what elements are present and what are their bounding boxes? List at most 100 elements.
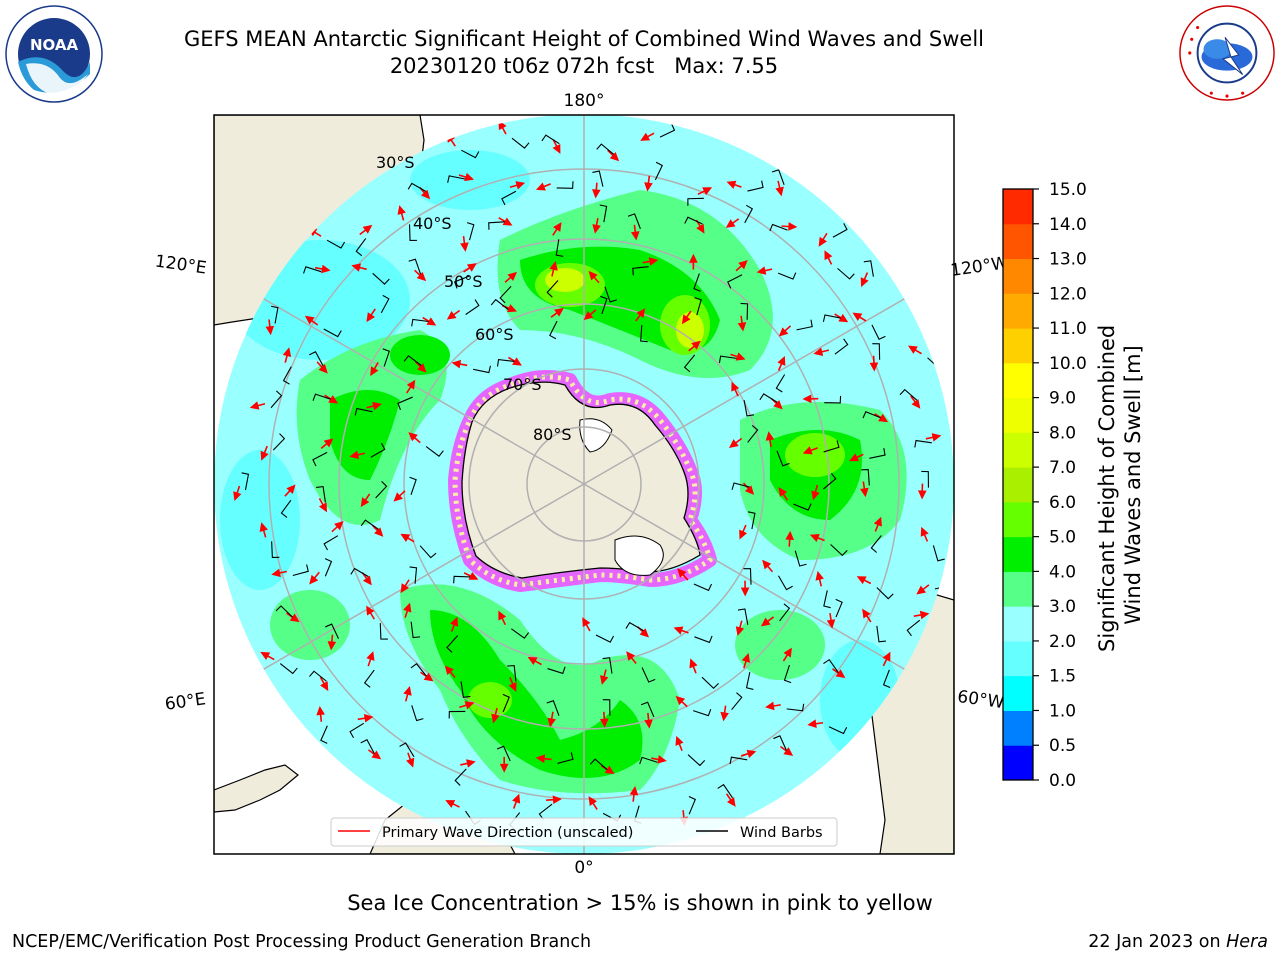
wind-barb: [737, 608, 749, 625]
wind-barb: [876, 625, 886, 643]
wind-barb: [687, 754, 706, 767]
wind-barb: [823, 590, 831, 609]
wind-barb: [309, 670, 327, 682]
wind-barb: [627, 213, 641, 230]
wind-barb: [731, 692, 743, 711]
wind-barb: [379, 623, 388, 640]
wave-direction-arrow: [450, 616, 459, 632]
wind-barb: [604, 286, 617, 303]
colorbar-tick-label: 1.0: [1049, 701, 1076, 721]
wave-direction-arrow: [512, 793, 521, 809]
wave-direction-arrow: [271, 568, 287, 578]
wind-barb: [823, 440, 840, 453]
wind-barb: [549, 320, 558, 340]
wind-barb: [354, 407, 373, 416]
wind-barb: [282, 366, 292, 385]
wind-barb: [687, 197, 704, 206]
wave-direction-arrow: [737, 315, 747, 332]
wave-direction-arrow: [327, 634, 337, 651]
credit-text: NCEP/EMC/Verification Post Processing Pr…: [12, 932, 592, 952]
wind-barb: [270, 305, 279, 324]
noaa-logo: NOAA: [5, 5, 103, 103]
wind-barb: [490, 298, 509, 311]
meridian-label-60w: 60°W: [956, 687, 1005, 713]
wave-direction-arrow: [460, 236, 469, 252]
colorbar-cell: [1003, 536, 1033, 572]
wave-direction-arrow: [498, 120, 507, 135]
wave-direction-arrow: [349, 450, 366, 460]
wave-direction-arrow: [629, 785, 639, 802]
wave-direction-arrow: [818, 232, 828, 247]
wave-direction-arrow: [582, 617, 591, 632]
wave-direction-arrow: [406, 379, 416, 394]
wind-barb: [325, 623, 339, 639]
colorbar-cell: [1003, 467, 1033, 503]
wind-barb: [410, 663, 427, 677]
wave-direction-arrow: [445, 800, 460, 808]
colorbar: 15.0 14.0 13.0 12.0 11.0 10.0 9.0 8.0 7.0 6.0 5.0 4…: [1002, 180, 1145, 791]
wind-barb: [496, 358, 515, 367]
wave-direction-arrow: [458, 172, 475, 182]
wave-direction-arrow: [813, 347, 830, 356]
wave-direction-arrow: [862, 608, 872, 623]
wind-barb: [408, 258, 422, 275]
wave-direction-arrow: [765, 701, 781, 711]
wave-direction-arrow: [233, 485, 242, 502]
wind-barb: [555, 239, 564, 257]
wave-direction-arrow: [366, 605, 375, 620]
wave-direction-arrow: [592, 182, 601, 199]
wind-barb: [557, 752, 574, 764]
wind-barb: [425, 446, 444, 457]
wind-barb: [270, 390, 283, 409]
wave-direction-arrow: [552, 139, 561, 154]
wind-barb: [496, 745, 511, 762]
wave-direction-arrow: [785, 530, 794, 547]
wind-barb: [747, 424, 759, 443]
wave-direction-arrow: [547, 711, 556, 728]
wind-barb: [599, 204, 608, 223]
colorbar-cell: [1003, 223, 1033, 260]
wave-direction-arrow: [403, 686, 412, 702]
wave-direction-arrow: [731, 381, 740, 397]
nws-logo: [1179, 5, 1275, 101]
wind-barb: [275, 605, 293, 618]
wind-barb: [372, 272, 390, 285]
wave-direction-arrow: [689, 253, 698, 270]
colorbar-tick-label: 2.0: [1049, 632, 1076, 652]
wind-barb: [453, 575, 471, 584]
wind-barb: [454, 768, 467, 786]
wave-direction-arrow: [600, 669, 609, 685]
wave-direction-arrow: [824, 250, 833, 265]
wind-barb: [773, 735, 787, 751]
wave-direction-arrow: [366, 401, 382, 411]
wind-barb: [309, 351, 324, 367]
wind-barb: [349, 722, 365, 738]
meridian-label-0: 0°: [574, 858, 593, 878]
wind-barb: [466, 222, 475, 241]
wave-direction-arrow: [331, 521, 344, 533]
wind-barb: [323, 535, 339, 551]
wave-direction-arrow: [626, 651, 637, 665]
colorbar-tick-label: 7.0: [1049, 458, 1076, 478]
wave-direction-arrow: [359, 224, 373, 236]
wind-barb: [312, 393, 331, 401]
wind-barb: [640, 324, 648, 343]
colorbar-cell: [1003, 328, 1033, 364]
wave-direction-arrow: [504, 271, 518, 283]
wind-barb: [397, 396, 413, 411]
wave-direction-arrow: [728, 437, 743, 448]
parallel-label-70s: 70°S: [503, 375, 542, 394]
wind-barb: [876, 587, 894, 600]
wind-barb: [541, 134, 560, 145]
wave-direction-arrow: [319, 676, 329, 692]
wind-barb: [863, 260, 874, 277]
wave-direction-arrow: [802, 394, 819, 404]
wave-direction-arrow: [592, 217, 601, 234]
wave-direction-arrow: [265, 319, 275, 336]
wind-barb: [659, 123, 676, 138]
wind-barb: [727, 274, 743, 289]
wave-direction-arrow: [460, 759, 476, 768]
colorbar-tick-label: 12.0: [1049, 284, 1087, 304]
colorbar-tick-label: 10.0: [1049, 354, 1087, 374]
wave-direction-arrow: [599, 711, 609, 728]
